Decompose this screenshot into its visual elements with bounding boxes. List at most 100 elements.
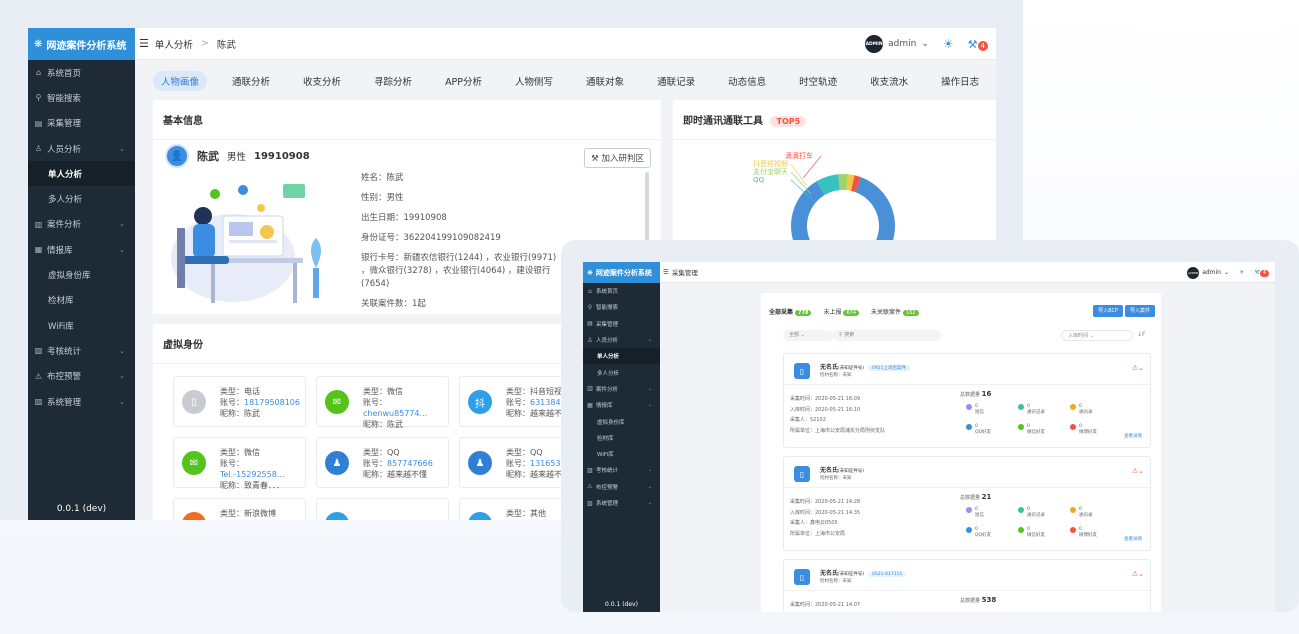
sidebar-item-7[interactable]: ▦ 情报库 ⌄ [28,237,135,262]
add-to-analysis-button[interactable]: ⚒ 加入研判区 [584,148,651,168]
record-name-text: 无名氏 [820,570,839,577]
sidebar-item-12[interactable]: ⚠ 布控预警 ⌄ [28,364,135,389]
tab-4[interactable]: APP分析 [445,77,483,88]
app-brand-small[interactable]: ❋ 网迹案件分析系统 [583,262,660,283]
stat-label: 微信好友 [1027,533,1045,538]
tab-6[interactable]: 通联对象 [586,77,625,88]
import-bcp-button[interactable]: 导入BCP [1093,305,1123,317]
view-detail-link[interactable]: 查看详情 [1124,434,1142,439]
identity-card[interactable]: ♟ 类型：QQ 账号：857747666 昵称：越来越不懂 [316,437,449,488]
view-detail-link[interactable]: 查看详情 [1124,537,1142,542]
identity-account-value[interactable]: chenwu85774... [363,409,428,418]
sidebar-item-7[interactable]: ▦ 情报库 ⌄ [583,397,660,413]
time-sort-select[interactable]: 入库时间 ⌄ [1061,330,1133,341]
sidebar-item-10[interactable]: WiFi库 [28,313,135,338]
warning-icon[interactable]: ⚠⌄ [1131,570,1144,578]
sidebar-item-9[interactable]: 检材库 [583,430,660,446]
tab-3[interactable]: 寻踪分析 [374,77,413,88]
search-placeholder: 搜索 [844,332,855,338]
identity-account-value[interactable]: 857747666 [387,459,433,468]
sidebar-item-4[interactable]: 单人分析 [28,161,135,187]
tab-10[interactable]: 收支流水 [870,77,909,88]
identity-account-value[interactable]: Tel.-15292558... [220,470,285,479]
app-brand[interactable]: ❋ 网迹案件分析系统 [28,28,135,60]
sidebar-item-0[interactable]: ⌂ 系统首页 [583,283,660,299]
identity-card[interactable]: ▯ 类型：电话 账号：18179508106 昵称：陈武 [173,376,306,427]
sidebar-item-9[interactable]: 检材库 [28,288,135,313]
sidebar-item-1[interactable]: ⚲ 智能搜索 [583,299,660,315]
identity-card[interactable]: ✉ 类型：微信 账号： Tel.-15292558... 昵称：致青春．．． [173,437,306,490]
sidebar-item-5[interactable]: 多人分析 [583,364,660,380]
identity-account-value[interactable]: 1316538247 [530,459,581,468]
sidebar-item-11[interactable]: ▧ 考核统计 ⌄ [583,462,660,478]
sidebar-item-8[interactable]: 虚拟身份库 [583,413,660,429]
sidebar-item-3[interactable]: ♙ 人员分析 ⌄ [583,332,660,348]
filter-all-select[interactable]: 全部 ⌄ [783,330,833,341]
tab-1[interactable]: 通联分析 [232,77,271,88]
search-input[interactable]: ⚲ 搜索 [833,330,941,341]
tab-11[interactable]: 操作日志 [941,77,980,88]
sidebar-item-13[interactable]: ▨ 系统管理 ⌄ [28,389,135,414]
identity-card[interactable]: ● [316,498,449,520]
collect-record[interactable]: ▯ 无名氏(未知证件号) 检材名称：未知 ⚠⌄ 采集时间：2020-05-21 14:2… [783,456,1151,551]
identity-card[interactable]: ● 类型：其他 [459,498,592,520]
collect-tab-count: 162 [903,310,919,316]
breadcrumb-section[interactable]: 单人分析 [154,39,193,51]
tab-8[interactable]: 动态信息 [728,77,767,88]
collect-tab-1[interactable]: 未上报 674 [823,307,860,316]
sidebar-item-2[interactable]: ▤ 采集管理 [583,316,660,332]
collect-tab-0[interactable]: 全部采集 778 [769,307,812,316]
tab-9[interactable]: 时空轨迹 [799,77,838,88]
stat-text: 0 微博好友 [1079,527,1097,538]
sidebar-item-1[interactable]: ⚲ 智能搜索 [28,85,135,110]
sidebar-item-0[interactable]: ⌂ 系统首页 [28,60,135,85]
menu-toggle-icon[interactable]: ☰ [663,268,669,276]
collect-record[interactable]: ▯ 无名氏(未知证件号) 0921上诉后案件 检材名称：未知 ⚠⌄ 采集时间：2020-0… [783,353,1151,448]
chevron-down-icon: ⌄ [119,245,125,254]
sidebar-item-13[interactable]: ▨ 系统管理 ⌄ [583,495,660,511]
donut-slice[interactable] [838,174,849,191]
menu-toggle-icon[interactable]: ☰ [139,37,149,50]
identity-card[interactable]: ◉ 类型：新浪微博 [173,498,306,520]
sidebar-item-11[interactable]: ▧ 考核统计 ⌄ [28,338,135,363]
collect-tab-2[interactable]: 未关联案件 162 [871,307,919,316]
donut-slice[interactable] [816,174,840,195]
tab-7[interactable]: 通联记录 [657,77,696,88]
identity-account-value[interactable]: 18179508106 [244,398,300,407]
identity-card[interactable]: ✉ 类型：微信 账号： chenwu85774... 昵称：陈武 [316,376,449,429]
sidebar-item-6[interactable]: ▥ 案件分析 ⌄ [583,381,660,397]
identity-account: 账号：18179508106 [220,397,300,408]
sidebar-item-4[interactable]: 单人分析 [583,348,660,365]
notification-button[interactable]: ⚒ 4 [968,38,988,51]
user-menu-small[interactable]: ADMIN admin ⌄ [1187,266,1230,279]
tab-0[interactable]: 人物画像 [153,71,208,91]
tab-2[interactable]: 收支分析 [303,77,342,88]
sidebar-item-8[interactable]: 虚拟身份库 [28,262,135,287]
tab-5[interactable]: 人物侧写 [515,77,554,88]
analyst-illustration [171,184,321,303]
identity-type: 类型：其他 [506,509,546,518]
chevron-down-icon: ⌄ [119,346,125,355]
sidebar-item-2[interactable]: ▤ 采集管理 [28,111,135,136]
chevron-down-icon: ⌄ [1224,269,1230,276]
sort-icon[interactable]: ↓F [1137,331,1146,338]
warning-icon[interactable]: ⚠⌄ [1131,467,1144,475]
import-case-button[interactable]: 导入案件 [1124,305,1155,317]
donut-slice[interactable] [851,175,861,193]
collect-record[interactable]: ▯ 无名氏(未知证件号) 0521-017115 检材名称：未知 ⚠⌄ 采集时间：2020… [783,559,1151,612]
notification-button[interactable]: ⚒ 4 [1254,269,1269,277]
theme-toggle-icon[interactable]: ☀ [942,37,954,51]
donut-slice[interactable] [846,174,855,191]
user-menu[interactable]: ADMIN admin ⌄ [865,35,929,53]
sidebar-item-10[interactable]: WiFi库 [583,446,660,462]
sidebar-item-3[interactable]: ♙ 人员分析 ⌄ [28,136,135,161]
chevron-down-icon: ⌄ [647,500,652,506]
identity-account-value[interactable]: 631384240 [530,398,576,407]
sidebar-item-5[interactable]: 多人分析 [28,186,135,211]
theme-toggle-icon[interactable]: ☀ [1239,269,1245,276]
sidebar-item-12[interactable]: ⚠ 布控预警 ⌄ [583,479,660,495]
sidebar-item-6[interactable]: ▥ 案件分析 ⌄ [28,212,135,237]
warning-icon[interactable]: ⚠⌄ [1131,364,1144,372]
basic-info-scrollbar[interactable] [645,172,649,302]
identity-text: 类型：QQ 账号：857747666 昵称：越来越不懂 [363,447,433,480]
